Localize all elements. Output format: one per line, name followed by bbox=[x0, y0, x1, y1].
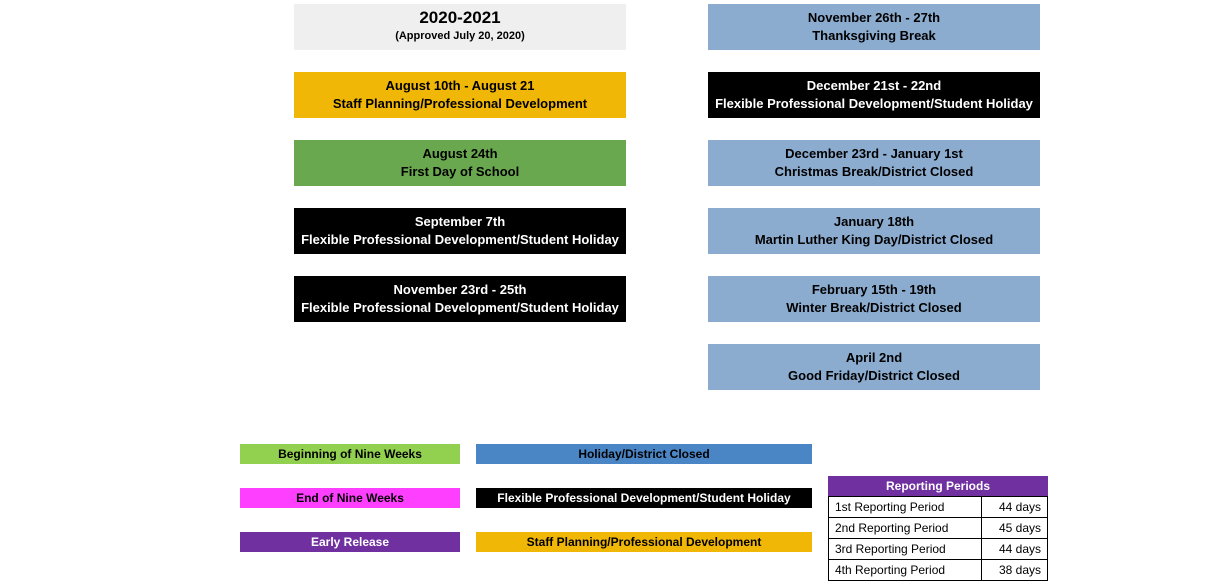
reporting-periods: Reporting Periods 1st Reporting Period44… bbox=[828, 476, 1048, 581]
event-date: August 24th bbox=[294, 145, 626, 163]
legend-item: End of Nine Weeks bbox=[240, 488, 460, 508]
event-date: November 26th - 27th bbox=[708, 9, 1040, 27]
event-box: April 2ndGood Friday/District Closed bbox=[708, 344, 1040, 390]
reporting-row: 4th Reporting Period38 days bbox=[829, 560, 1048, 581]
reporting-row: 2nd Reporting Period45 days bbox=[829, 518, 1048, 539]
event-box: February 15th - 19thWinter Break/Distric… bbox=[708, 276, 1040, 322]
reporting-name: 3rd Reporting Period bbox=[829, 539, 982, 560]
event-date: December 23rd - January 1st bbox=[708, 145, 1040, 163]
reporting-row: 3rd Reporting Period44 days bbox=[829, 539, 1048, 560]
event-box: January 18thMartin Luther King Day/Distr… bbox=[708, 208, 1040, 254]
event-label: First Day of School bbox=[294, 163, 626, 181]
reporting-days: 38 days bbox=[981, 560, 1047, 581]
event-label: Winter Break/District Closed bbox=[708, 299, 1040, 317]
legend-row: End of Nine Weeks Flexible Professional D… bbox=[240, 488, 812, 508]
event-date: December 21st - 22nd bbox=[708, 77, 1040, 95]
event-date: January 18th bbox=[708, 213, 1040, 231]
legend-row: Beginning of Nine Weeks Holiday/District … bbox=[240, 444, 812, 464]
legend: Beginning of Nine Weeks Holiday/District … bbox=[240, 444, 812, 576]
reporting-days: 44 days bbox=[981, 497, 1047, 518]
reporting-days: 44 days bbox=[981, 539, 1047, 560]
reporting-table: 1st Reporting Period44 days2nd Reporting… bbox=[828, 496, 1048, 581]
event-box: November 23rd - 25thFlexible Professiona… bbox=[294, 276, 626, 322]
reporting-row: 1st Reporting Period44 days bbox=[829, 497, 1048, 518]
event-label: Thanksgiving Break bbox=[708, 27, 1040, 45]
event-label: Good Friday/District Closed bbox=[708, 367, 1040, 385]
legend-item: Flexible Professional Development/Studen… bbox=[476, 488, 812, 508]
event-date: August 10th - August 21 bbox=[294, 77, 626, 95]
event-box: December 23rd - January 1stChristmas Bre… bbox=[708, 140, 1040, 186]
event-label: Flexible Professional Development/Studen… bbox=[294, 231, 626, 249]
event-box: August 24thFirst Day of School bbox=[294, 140, 626, 186]
legend-item: Beginning of Nine Weeks bbox=[240, 444, 460, 464]
calendar-key: 2020-2021 (Approved July 20, 2020) Augus… bbox=[0, 0, 1216, 571]
reporting-days: 45 days bbox=[981, 518, 1047, 539]
event-label: Flexible Professional Development/Studen… bbox=[708, 95, 1040, 113]
year-title: 2020-2021 bbox=[294, 9, 626, 27]
reporting-name: 4th Reporting Period bbox=[829, 560, 982, 581]
right-column: November 26th - 27thThanksgiving Break De… bbox=[708, 4, 1040, 412]
event-label: Martin Luther King Day/District Closed bbox=[708, 231, 1040, 249]
event-label: Staff Planning/Professional Development bbox=[294, 95, 626, 113]
reporting-header: Reporting Periods bbox=[828, 476, 1048, 496]
event-date: November 23rd - 25th bbox=[294, 281, 626, 299]
legend-row: Early Release Staff Planning/Professional… bbox=[240, 532, 812, 552]
reporting-name: 1st Reporting Period bbox=[829, 497, 982, 518]
event-date: February 15th - 19th bbox=[708, 281, 1040, 299]
event-box: August 10th - August 21Staff Planning/Pr… bbox=[294, 72, 626, 118]
legend-item: Holiday/District Closed bbox=[476, 444, 812, 464]
legend-item: Early Release bbox=[240, 532, 460, 552]
reporting-name: 2nd Reporting Period bbox=[829, 518, 982, 539]
title-box: 2020-2021 (Approved July 20, 2020) bbox=[294, 4, 626, 50]
event-box: December 21st - 22ndFlexible Professiona… bbox=[708, 72, 1040, 118]
left-column: 2020-2021 (Approved July 20, 2020) Augus… bbox=[294, 4, 626, 344]
event-label: Christmas Break/District Closed bbox=[708, 163, 1040, 181]
event-box: November 26th - 27thThanksgiving Break bbox=[708, 4, 1040, 50]
approved-subtitle: (Approved July 20, 2020) bbox=[294, 27, 626, 45]
event-date: September 7th bbox=[294, 213, 626, 231]
event-date: April 2nd bbox=[708, 349, 1040, 367]
event-box: September 7thFlexible Professional Devel… bbox=[294, 208, 626, 254]
event-label: Flexible Professional Development/Studen… bbox=[294, 299, 626, 317]
legend-item: Staff Planning/Professional Development bbox=[476, 532, 812, 552]
